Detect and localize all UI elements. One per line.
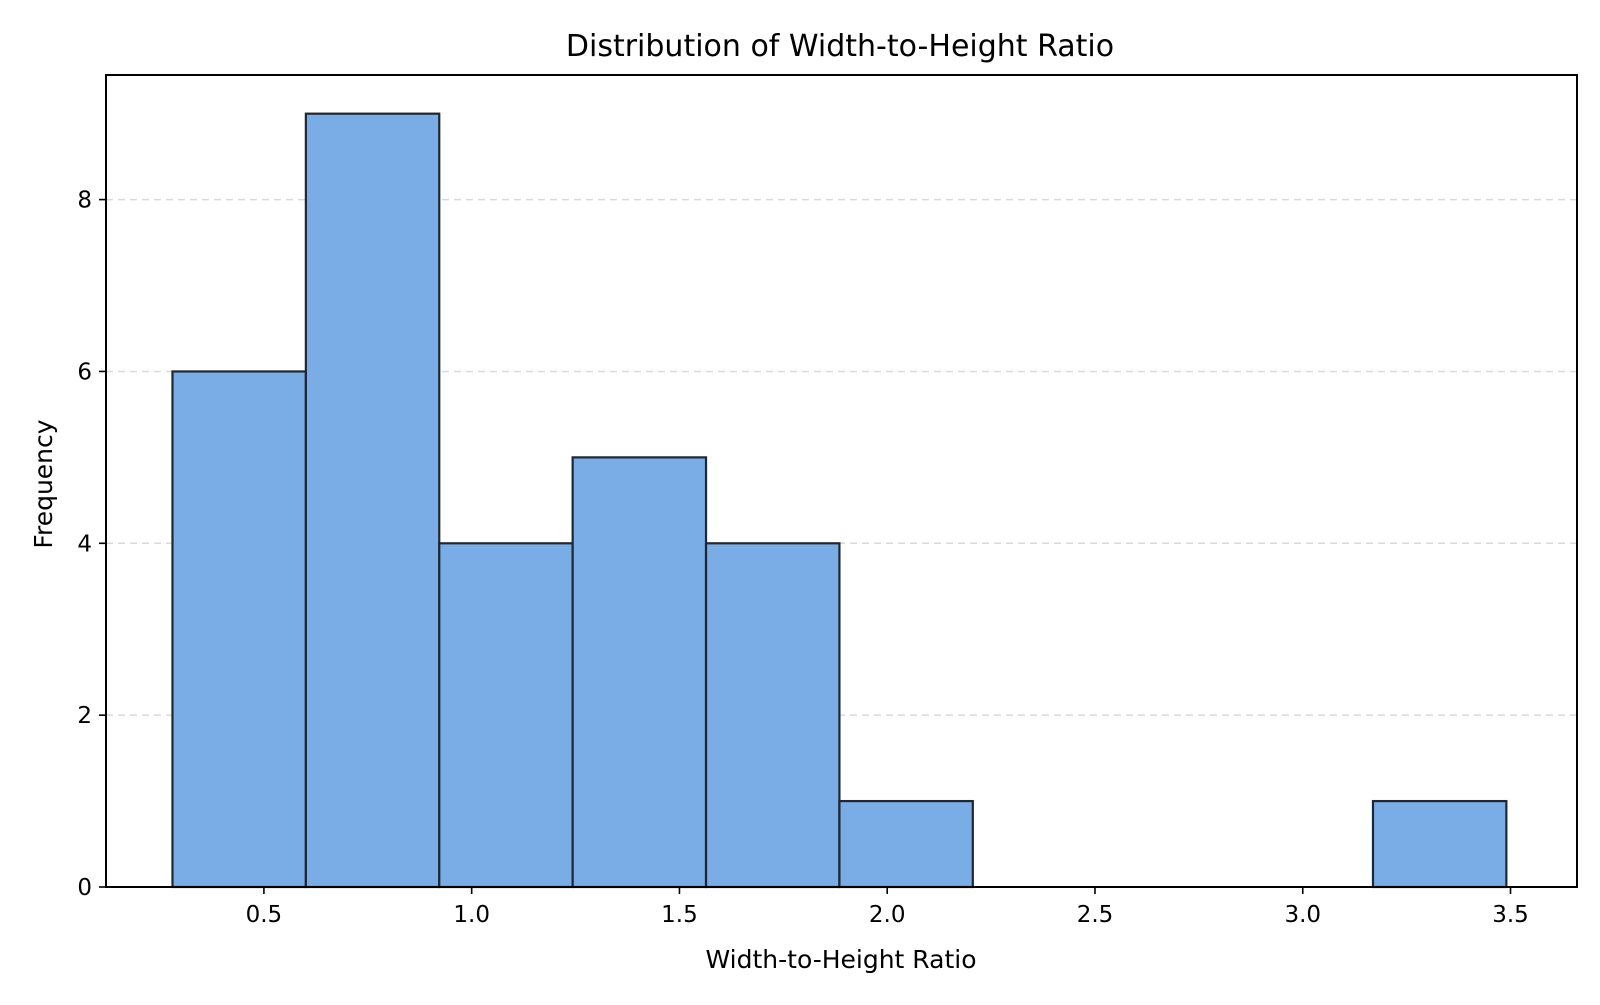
x-tick-label-2: 1.5 (661, 902, 698, 928)
x-tick-label-1: 1.0 (453, 902, 490, 928)
plot-frame (105, 74, 1578, 888)
histogram-bar-0 (171, 370, 307, 889)
histogram-bars (171, 112, 1508, 889)
x-axis-ticks: 0.5 1.0 1.5 2.0 2.5 3.0 3.5 (246, 887, 1529, 928)
histogram-bar-5 (838, 799, 974, 889)
histogram-bar-3 (571, 456, 708, 889)
histogram-bar-4 (704, 542, 841, 889)
y-axis-label: Frequency (29, 419, 58, 548)
x-tick-label-4: 2.5 (1077, 902, 1114, 928)
y-tick-label-1: 2 (77, 703, 92, 729)
histogram-bar-1 (304, 112, 441, 889)
histogram-bar-2 (438, 542, 574, 889)
y-tick-label-3: 6 (77, 359, 92, 385)
y-tick-label-2: 4 (77, 531, 92, 557)
x-tick-label-6: 3.5 (1492, 902, 1529, 928)
x-axis-label: Width-to-Height Ratio (705, 945, 976, 974)
x-tick-label-5: 3.0 (1284, 902, 1321, 928)
chart-title: Distribution of Width-to-Height Ratio (566, 29, 1114, 64)
x-tick-label-3: 2.0 (869, 902, 906, 928)
histogram-bar-9 (1371, 799, 1508, 889)
x-tick-label-0: 0.5 (246, 902, 283, 928)
y-axis-ticks: 0 2 4 6 8 (77, 188, 106, 901)
y-tick-label-4: 8 (77, 188, 92, 214)
y-tick-label-0: 0 (77, 875, 92, 901)
